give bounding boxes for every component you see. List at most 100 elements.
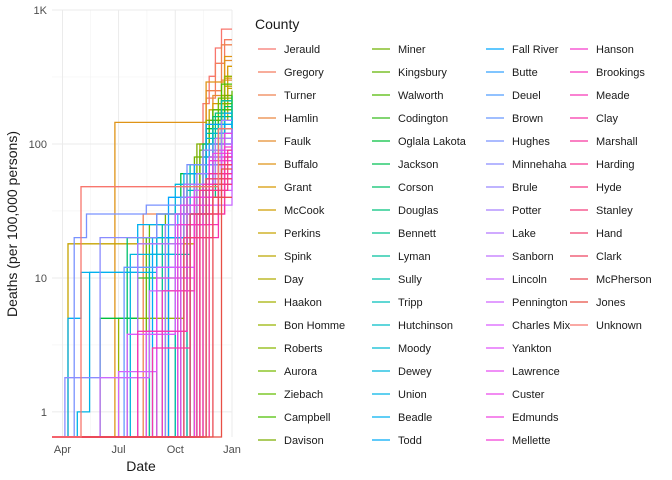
legend-item: Brule xyxy=(486,182,538,194)
legend-item: Hand xyxy=(570,228,622,240)
legend-label: Potter xyxy=(512,205,542,217)
legend-item: Pennington xyxy=(486,297,568,309)
legend-item: Hanson xyxy=(570,44,634,56)
legend-label: Faulk xyxy=(284,136,311,148)
legend-item: Haakon xyxy=(258,297,322,309)
legend-item: Hughes xyxy=(486,136,550,148)
legend-item: Davison xyxy=(258,435,324,447)
legend-label: Gregory xyxy=(284,67,324,79)
legend-label: Campbell xyxy=(284,412,330,424)
legend-label: Tripp xyxy=(398,297,423,309)
legend-item: Lincoln xyxy=(486,274,547,286)
legend-item: Day xyxy=(258,274,304,286)
legend-item: Hamlin xyxy=(258,113,318,125)
legend-label: Kingsbury xyxy=(398,67,447,79)
legend-label: Deuel xyxy=(512,90,541,102)
legend-item: McCook xyxy=(258,205,325,217)
legend-item: Harding xyxy=(570,159,635,171)
legend-label: Jackson xyxy=(398,159,438,171)
legend-item: Perkins xyxy=(258,228,321,240)
legend-item: Douglas xyxy=(372,205,439,217)
legend-label: Hughes xyxy=(512,136,550,148)
legend-item: Dewey xyxy=(372,366,432,378)
series-line-67 xyxy=(52,128,232,438)
legend-item: Jones xyxy=(570,297,626,309)
legend-item: Spink xyxy=(258,251,312,263)
legend-item: Hutchinson xyxy=(372,320,453,332)
legend-label: Haakon xyxy=(284,297,322,309)
legend-title: County xyxy=(255,16,299,32)
legend-label: Hanson xyxy=(596,44,634,56)
legend-item: Mellette xyxy=(486,435,551,447)
legend-label: Perkins xyxy=(284,228,321,240)
legend-item: Jackson xyxy=(372,159,438,171)
legend-item: Lake xyxy=(486,228,536,240)
legend-label: Bennett xyxy=(398,228,436,240)
legend-item: Brookings xyxy=(570,67,645,79)
legend-item: Jerauld xyxy=(258,44,320,56)
legend-label: Harding xyxy=(596,159,635,171)
legend-label: Hyde xyxy=(596,182,622,194)
legend-item: Faulk xyxy=(258,136,311,148)
legend-label: Sully xyxy=(398,274,422,286)
legend-label: Todd xyxy=(398,435,422,447)
grid xyxy=(52,9,233,437)
legend-label: Bon Homme xyxy=(284,320,345,332)
legend-label: Brookings xyxy=(596,67,645,79)
legend-item: Union xyxy=(372,389,427,401)
legend-item: Clay xyxy=(570,113,619,125)
legend-item: Meade xyxy=(570,90,630,102)
legend-label: Mellette xyxy=(512,435,551,447)
legend-label: Douglas xyxy=(398,205,439,217)
legend-label: Meade xyxy=(596,90,630,102)
legend-label: Butte xyxy=(512,67,538,79)
legend-item: Walworth xyxy=(372,90,443,102)
legend-label: Yankton xyxy=(512,343,552,355)
legend-label: Lawrence xyxy=(512,366,560,378)
legend-label: Walworth xyxy=(398,90,443,102)
legend-item: Clark xyxy=(570,251,622,263)
legend-item: Deuel xyxy=(486,90,541,102)
legend-item: Todd xyxy=(372,435,422,447)
legend-label: Pennington xyxy=(512,297,568,309)
legend-label: Moody xyxy=(398,343,432,355)
y-tick-label: 1 xyxy=(41,407,47,419)
y-tick-label: 10 xyxy=(35,273,47,285)
legend-item: Codington xyxy=(372,113,448,125)
legend-label: Roberts xyxy=(284,343,323,355)
legend-item: Custer xyxy=(486,389,545,401)
legend-item: Bon Homme xyxy=(258,320,345,332)
legend-item: Marshall xyxy=(570,136,638,148)
legend-label: Union xyxy=(398,389,427,401)
y-axis: 1 10 100 1K xyxy=(29,5,48,419)
legend-label: Unknown xyxy=(596,320,642,332)
legend-item: Bennett xyxy=(372,228,436,240)
series-group xyxy=(52,28,233,438)
legend-item: Gregory xyxy=(258,67,324,79)
legend-label: Day xyxy=(284,274,304,286)
x-tick-label: Jul xyxy=(112,444,126,456)
legend-item: Miner xyxy=(372,44,426,56)
legend-item: Brown xyxy=(486,113,543,125)
series-line-41 xyxy=(52,128,233,438)
legend-item: Fall River xyxy=(486,44,559,56)
legend-label: Ziebach xyxy=(284,389,323,401)
legend-label: Codington xyxy=(398,113,448,125)
legend-label: Hamlin xyxy=(284,113,318,125)
legend-label: Jerauld xyxy=(284,44,320,56)
legend-item: Edmunds xyxy=(486,412,559,424)
legend-item: Buffalo xyxy=(258,159,318,171)
legend-item: McPherson xyxy=(570,274,652,286)
legend-label: McCook xyxy=(284,205,325,217)
legend-item: Minnehaha xyxy=(486,159,567,171)
legend-label: Brule xyxy=(512,182,538,194)
legend-label: Miner xyxy=(398,44,426,56)
legend-label: Beadle xyxy=(398,412,432,424)
x-axis: Apr Jul Oct Jan xyxy=(54,444,241,456)
legend-label: Marshall xyxy=(596,136,638,148)
x-tick-label: Apr xyxy=(54,444,71,456)
legend-label: Buffalo xyxy=(284,159,318,171)
legend-item: Hyde xyxy=(570,182,622,194)
legend-label: Hutchinson xyxy=(398,320,453,332)
